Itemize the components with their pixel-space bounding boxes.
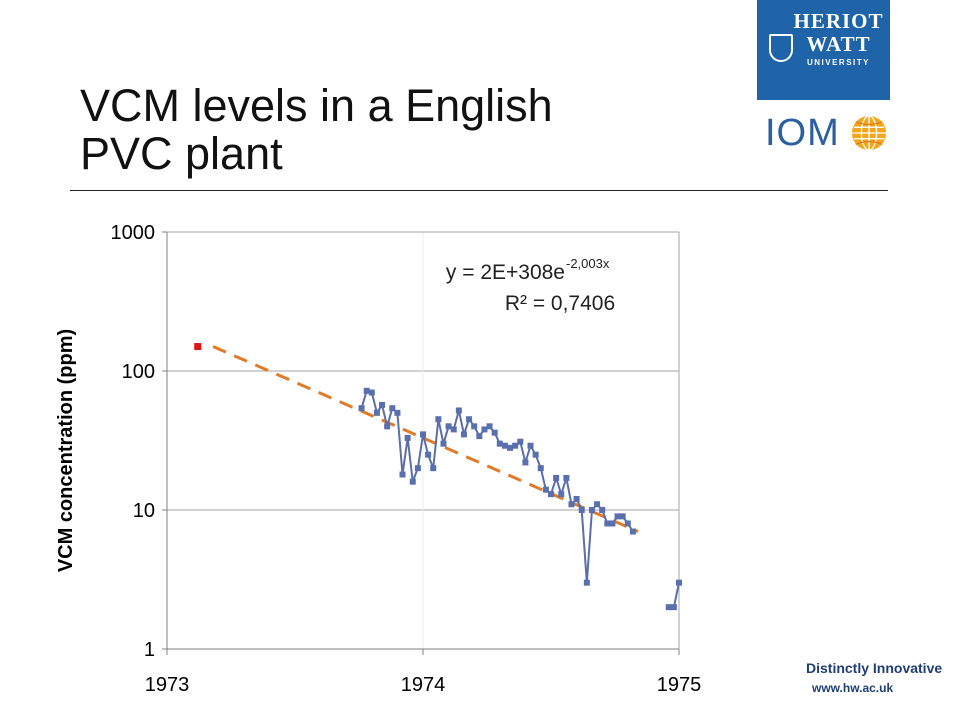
data-point [501, 442, 508, 449]
data-point [599, 507, 606, 513]
y-tick-label: 100 [122, 361, 155, 383]
data-point [537, 465, 544, 472]
brand-footer: Distinctly Innovative www.hw.ac.uk [806, 660, 943, 695]
axis-ticks: 1 10 100 1000 1973 1974 1975 [111, 222, 702, 696]
data-point [466, 416, 473, 423]
outlier-data-point [194, 343, 202, 351]
data-point [399, 471, 406, 478]
data-point [425, 451, 432, 458]
y-tick-label: 10 [133, 500, 155, 522]
data-point [430, 465, 437, 472]
data-point [517, 438, 524, 445]
trendline-group [212, 345, 639, 533]
data-point [568, 501, 575, 508]
data-point [614, 513, 621, 520]
hw-logo-line3: UNIVERSITY [806, 58, 870, 67]
data-point [379, 401, 386, 408]
data-point [445, 423, 452, 430]
slide-title: VCM levels in a English PVC plant [80, 82, 720, 178]
data-point [629, 528, 636, 535]
data-point [665, 604, 672, 611]
series-line [668, 582, 680, 609]
data-point [548, 491, 554, 498]
data-point [368, 389, 375, 396]
data-point [670, 604, 677, 611]
data-point [532, 451, 539, 458]
data-point [604, 520, 611, 527]
data-point [553, 474, 560, 481]
y-tick-label: 1000 [111, 222, 156, 244]
data-point [609, 520, 616, 527]
trend-equation: y = 2E+308e [446, 261, 565, 284]
data-point [460, 431, 467, 438]
data-point [619, 513, 626, 520]
heriot-watt-logo: HERIOT WATT UNIVERSITY [757, 0, 890, 100]
data-point [507, 444, 514, 451]
data-point [512, 442, 519, 449]
brand-tagline: Distinctly Innovative [806, 660, 943, 676]
data-point [496, 440, 503, 447]
data-point [624, 520, 631, 527]
data-point [471, 423, 478, 430]
data-point [476, 433, 483, 440]
iom-logo-text: IOM [765, 112, 840, 154]
data-point [578, 507, 585, 513]
data-point [455, 407, 462, 414]
slide-title-line1: VCM levels in a English [80, 80, 553, 131]
y-tick-label: 1 [144, 639, 155, 661]
slide-title-line2: PVC plant [80, 128, 283, 179]
x-tick-label: 1974 [401, 674, 446, 696]
data-point [404, 434, 411, 441]
data-point [527, 442, 534, 449]
x-tick-label: 1973 [145, 674, 190, 696]
data-point [389, 405, 396, 412]
data-point [435, 416, 442, 423]
data-point [594, 501, 601, 508]
trendline [212, 345, 639, 533]
data-point [363, 387, 370, 394]
hw-logo-line2: WATT [806, 32, 871, 56]
data-point [481, 426, 488, 433]
data-point [373, 409, 380, 416]
brand-url: www.hw.ac.uk [812, 681, 894, 695]
globe-icon [851, 115, 887, 151]
data-point [542, 486, 549, 493]
data-point [563, 474, 570, 481]
data-point [409, 478, 416, 485]
data-point [358, 405, 365, 412]
iom-logo: IOM [765, 112, 895, 156]
y-axis-title: VCM concentration (ppm) [55, 329, 77, 572]
data-point [588, 507, 595, 513]
data-point [558, 491, 565, 498]
data-point [491, 429, 498, 436]
trend-equation-exponent: -2,003x [566, 256, 610, 271]
r-squared-label: R² = 0,7406 [505, 292, 615, 315]
x-tick-label: 1975 [657, 674, 702, 696]
data-point [450, 426, 457, 433]
series-line [360, 389, 634, 583]
data-point [486, 423, 493, 430]
data-point [384, 423, 391, 430]
crest-icon [769, 34, 793, 62]
data-point [583, 579, 590, 586]
data-point [676, 579, 682, 586]
data-point [420, 431, 426, 438]
data-point [414, 465, 421, 472]
data-point [573, 495, 580, 502]
hw-logo-line1: HERIOT [793, 9, 884, 33]
data-point [522, 459, 529, 466]
data-point [394, 409, 401, 416]
series-group [194, 343, 682, 611]
data-point [440, 440, 447, 447]
title-divider [70, 190, 888, 191]
